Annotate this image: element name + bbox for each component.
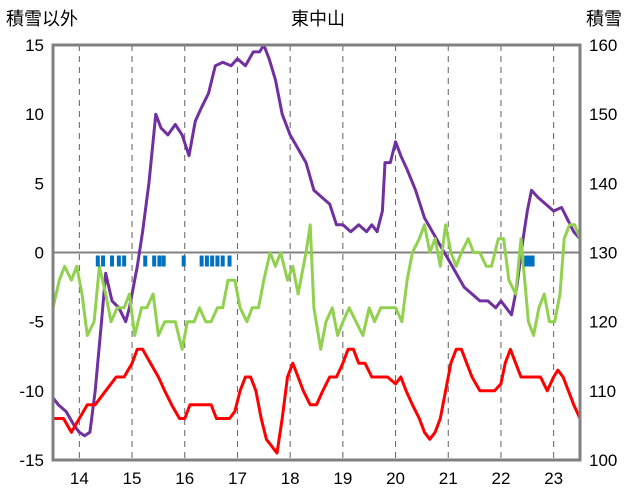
x-tick-label: 17: [228, 469, 247, 488]
snow-marker: [143, 255, 148, 267]
left-y-tick-label: 0: [35, 244, 44, 263]
snow-marker: [95, 255, 100, 267]
snow-marker: [110, 255, 115, 267]
left-y-tick-label: 10: [25, 105, 44, 124]
right-y-tick-label: 120: [589, 313, 617, 332]
left-y-tick-label: -10: [19, 382, 44, 401]
snow-marker: [527, 255, 532, 267]
left-y-tick-label: 5: [35, 174, 44, 193]
snow-marker: [204, 255, 209, 267]
snow-marker: [122, 255, 127, 267]
snow-marker: [152, 255, 157, 267]
x-tick-label: 18: [281, 469, 300, 488]
right-y-tick-label: 150: [589, 105, 617, 124]
x-tick-label: 19: [333, 469, 352, 488]
snow-marker: [227, 255, 232, 267]
right-axis-label: 積雪: [586, 9, 622, 30]
right-y-tick-label: 140: [589, 174, 617, 193]
left-y-tick-label: 15: [25, 36, 44, 55]
left-y-tick-label: -15: [19, 451, 44, 470]
snow-marker: [199, 255, 204, 267]
left-y-axis-ticks: 15 10 5 0 -5 -10 -15: [19, 36, 44, 470]
snow-marker: [524, 255, 529, 267]
series-line-1: [51, 43, 582, 438]
snow-marker: [161, 255, 166, 267]
left-axis-label: 積雪以外: [6, 9, 78, 30]
right-y-tick-label: 130: [589, 244, 617, 263]
snow-marker: [210, 255, 215, 267]
snow-marker: [181, 255, 186, 267]
series-line-2: [51, 223, 582, 351]
snow-marker: [157, 255, 162, 267]
grid-lines: [53, 45, 580, 460]
snow-marker: [530, 255, 535, 267]
series-line-3: [51, 347, 582, 455]
x-tick-label: 15: [123, 469, 142, 488]
x-tick-label: 22: [491, 469, 510, 488]
x-tick-label: 14: [70, 469, 89, 488]
snow-marker: [215, 255, 220, 267]
x-tick-label: 21: [439, 469, 458, 488]
snow-marker: [220, 255, 225, 267]
series-layer: [51, 43, 582, 455]
snow-marker: [116, 255, 121, 267]
chart-title: 東中山: [291, 9, 345, 30]
left-y-tick-label: -5: [29, 313, 44, 332]
right-y-tick-label: 160: [589, 36, 617, 55]
x-tick-label: 23: [544, 469, 563, 488]
snow-marker-layer: [95, 255, 535, 267]
x-tick-label: 16: [175, 469, 194, 488]
x-axis-ticks: 14 15 16 17 18 19 20 21 22 23: [70, 469, 563, 488]
right-y-axis-ticks: 160 150 140 130 120 110 100: [589, 36, 617, 470]
x-tick-label: 20: [386, 469, 405, 488]
right-y-tick-label: 110: [589, 382, 616, 401]
right-y-tick-label: 100: [589, 451, 617, 470]
plot-frame: [51, 43, 582, 462]
snow-marker: [101, 255, 106, 267]
